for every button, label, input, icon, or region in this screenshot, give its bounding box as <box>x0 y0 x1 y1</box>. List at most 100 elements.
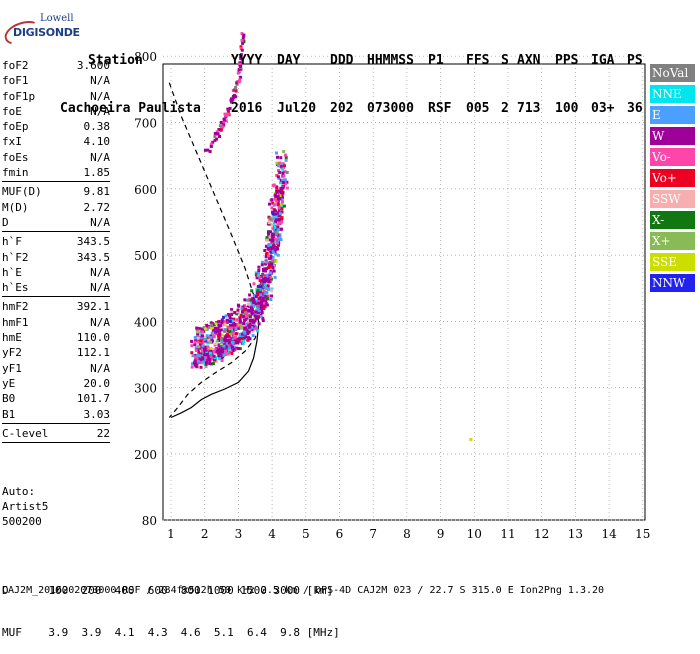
echo-point <box>230 319 234 323</box>
echo-point <box>267 215 271 219</box>
echo-point <box>220 318 224 322</box>
echo-point <box>234 332 238 336</box>
hdr-value-day: Jul20 <box>277 101 317 116</box>
echo-point <box>266 284 270 288</box>
echo-point <box>274 248 278 252</box>
param-value: 1.85 <box>83 166 111 180</box>
echo-point <box>276 203 280 207</box>
echo-point <box>268 273 272 277</box>
echo-point <box>269 288 273 292</box>
echo-point <box>248 329 252 332</box>
echo-point <box>274 215 278 219</box>
echo-point <box>257 299 261 303</box>
param-name: foE <box>2 104 22 118</box>
echo-point <box>276 194 280 198</box>
echo-point <box>238 63 242 66</box>
echo-point <box>246 305 250 309</box>
echo-point <box>263 299 267 303</box>
echo-point <box>193 343 197 347</box>
param-value: 2.72 <box>83 200 111 214</box>
echo-point <box>240 32 244 36</box>
param-name: yF2 <box>2 346 22 360</box>
echo-point <box>243 304 246 308</box>
echo-point <box>265 251 269 255</box>
hdr-label-p1: P1 <box>428 53 444 68</box>
echo-point <box>261 319 265 323</box>
x-tick-label: 14 <box>601 527 617 541</box>
echo-point <box>264 262 268 266</box>
echo-point <box>280 227 283 231</box>
param-name: h`F2 <box>2 250 29 264</box>
param-value: N/A <box>90 315 110 329</box>
echo-point <box>194 364 198 368</box>
echo-point <box>238 337 242 341</box>
echo-point <box>226 332 230 336</box>
param-name: C-level <box>2 426 49 440</box>
echo-point <box>271 212 275 216</box>
echo-point <box>224 335 228 339</box>
echo-point <box>239 75 243 79</box>
echo-point <box>271 245 275 249</box>
legend-item-w: W <box>650 127 695 145</box>
echo-point <box>258 297 262 300</box>
echo-point <box>210 322 214 325</box>
echo-point <box>213 323 216 326</box>
echo-point <box>255 329 259 333</box>
x-tick-label: 9 <box>437 527 445 541</box>
echo-point <box>226 313 230 316</box>
echo-point <box>258 276 262 280</box>
echo-point <box>214 360 218 364</box>
echo-point <box>197 338 201 342</box>
echo-point <box>280 210 284 214</box>
echo-point <box>193 340 197 344</box>
echo-point <box>225 342 229 346</box>
echo-point <box>243 331 247 335</box>
echo-point <box>252 320 255 324</box>
echo-point <box>246 319 250 323</box>
echo-point <box>240 48 244 52</box>
echo-point <box>250 308 254 312</box>
echo-point <box>281 162 285 166</box>
echo-point <box>230 351 234 355</box>
echo-point <box>206 348 210 352</box>
echo-point <box>267 287 270 291</box>
echo-point <box>190 365 194 369</box>
echo-point <box>257 271 260 275</box>
echo-point <box>273 217 277 221</box>
echo-point <box>279 186 283 190</box>
param-value: 343.5 <box>76 235 110 249</box>
x-tick-label: 15 <box>635 527 650 541</box>
echo-point <box>244 314 248 318</box>
echo-point <box>212 358 216 362</box>
echo-point <box>247 302 251 306</box>
param-value: 22 <box>96 426 110 440</box>
echo-point <box>237 80 241 84</box>
echo-point <box>236 308 240 312</box>
echo-point <box>201 354 205 358</box>
echo-point <box>204 365 208 369</box>
echo-point <box>274 232 278 236</box>
echo-point <box>228 106 232 110</box>
echo-point <box>222 320 226 324</box>
echo-point <box>224 119 228 123</box>
echo-point <box>211 362 215 365</box>
echo-point <box>246 338 250 342</box>
echo-point <box>227 109 230 113</box>
legend-item-vo-: Vo- <box>650 148 695 166</box>
echo-point <box>194 355 197 359</box>
param-value: N/A <box>90 89 110 103</box>
hdr-value-pps: 100 <box>555 101 579 116</box>
echo-point <box>281 164 285 168</box>
echo-point <box>230 326 234 330</box>
echo-point <box>277 208 281 212</box>
echo-point <box>220 321 224 325</box>
echo-point <box>250 289 254 293</box>
echo-point <box>233 323 237 326</box>
echo-point <box>277 243 280 247</box>
echo-point <box>213 342 217 346</box>
echo-point <box>195 357 199 361</box>
param-value: 0.38 <box>83 120 111 134</box>
echo-point <box>248 315 252 319</box>
echo-point <box>263 276 267 280</box>
echo-point <box>254 271 258 275</box>
